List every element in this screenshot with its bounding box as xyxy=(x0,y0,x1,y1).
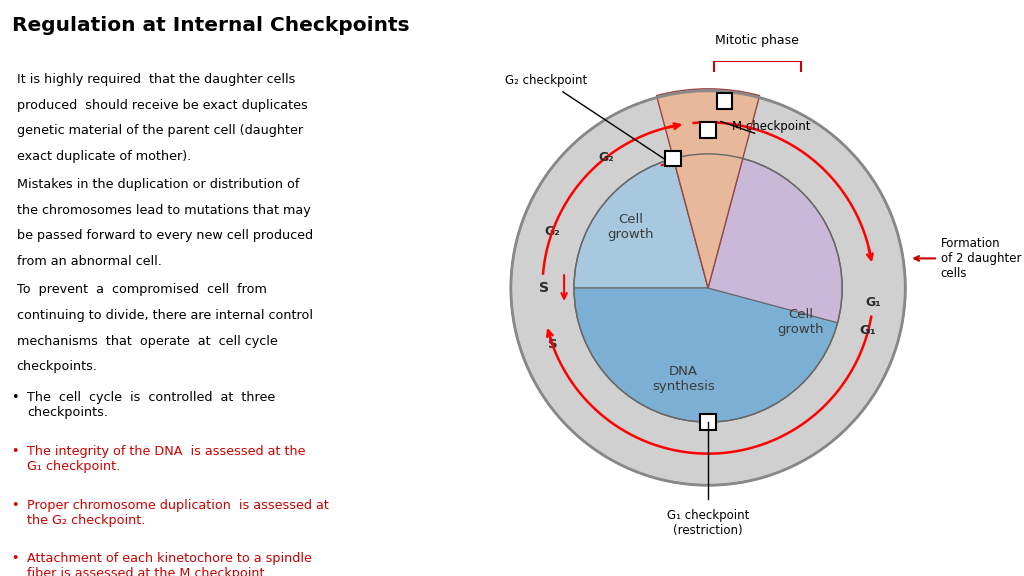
Bar xyxy=(666,150,681,166)
Text: Attachment of each kinetochore to a spindle
fiber is assessed at the M checkpoin: Attachment of each kinetochore to a spin… xyxy=(27,552,311,576)
Text: The  cell  cycle  is  controlled  at  three
checkpoints.: The cell cycle is controlled at three ch… xyxy=(27,391,275,419)
Text: G₂: G₂ xyxy=(545,225,560,238)
Text: be passed forward to every new cell produced: be passed forward to every new cell prod… xyxy=(16,229,313,242)
Text: •: • xyxy=(11,391,19,404)
Text: •: • xyxy=(11,499,19,511)
Text: Cell
growth: Cell growth xyxy=(607,213,653,241)
Bar xyxy=(700,414,716,430)
Text: Mitotic phase: Mitotic phase xyxy=(716,35,800,47)
Text: To  prevent  a  compromised  cell  from: To prevent a compromised cell from xyxy=(16,283,266,296)
Text: G₂: G₂ xyxy=(598,151,614,164)
Wedge shape xyxy=(574,288,838,422)
Wedge shape xyxy=(574,158,708,288)
Circle shape xyxy=(511,91,905,485)
Bar xyxy=(717,93,732,109)
Text: continuing to divide, there are internal control: continuing to divide, there are internal… xyxy=(16,309,312,322)
Bar xyxy=(700,122,716,138)
Text: the chromosomes lead to mutations that may: the chromosomes lead to mutations that m… xyxy=(16,204,310,217)
Wedge shape xyxy=(708,154,842,323)
Text: •: • xyxy=(11,552,19,566)
Text: It is highly required  that the daughter cells: It is highly required that the daughter … xyxy=(16,73,295,86)
Text: mechanisms  that  operate  at  cell cycle: mechanisms that operate at cell cycle xyxy=(16,335,278,347)
Text: checkpoints.: checkpoints. xyxy=(16,360,97,373)
Text: DNA
synthesis: DNA synthesis xyxy=(652,365,715,393)
Text: M checkpoint: M checkpoint xyxy=(732,120,810,133)
Text: G₂ checkpoint: G₂ checkpoint xyxy=(505,74,665,159)
Wedge shape xyxy=(656,89,760,288)
Text: Proper chromosome duplication  is assessed at
the G₂ checkpoint.: Proper chromosome duplication is assesse… xyxy=(27,499,329,526)
Text: The integrity of the DNA  is assessed at the
G₁ checkpoint.: The integrity of the DNA is assessed at … xyxy=(27,445,305,473)
Text: S: S xyxy=(540,281,550,295)
Text: G₁: G₁ xyxy=(865,296,881,309)
Text: genetic material of the parent cell (daughter: genetic material of the parent cell (dau… xyxy=(16,124,303,137)
Text: Regulation at Internal Checkpoints: Regulation at Internal Checkpoints xyxy=(11,16,410,35)
Text: Mistakes in the duplication or distribution of: Mistakes in the duplication or distribut… xyxy=(16,178,299,191)
Text: Cell
growth: Cell growth xyxy=(777,308,824,336)
Wedge shape xyxy=(674,154,742,288)
Text: Formation
of 2 daughter
cells: Formation of 2 daughter cells xyxy=(914,237,1021,280)
Text: •: • xyxy=(11,445,19,458)
Text: produced  should receive be exact duplicates: produced should receive be exact duplica… xyxy=(16,98,307,112)
Text: from an abnormal cell.: from an abnormal cell. xyxy=(16,255,162,268)
Text: G₁: G₁ xyxy=(860,324,877,338)
Text: exact duplicate of mother).: exact duplicate of mother). xyxy=(16,150,190,163)
Circle shape xyxy=(574,154,842,422)
Text: G₁ checkpoint
(restriction): G₁ checkpoint (restriction) xyxy=(667,509,750,537)
Text: S: S xyxy=(548,338,557,351)
